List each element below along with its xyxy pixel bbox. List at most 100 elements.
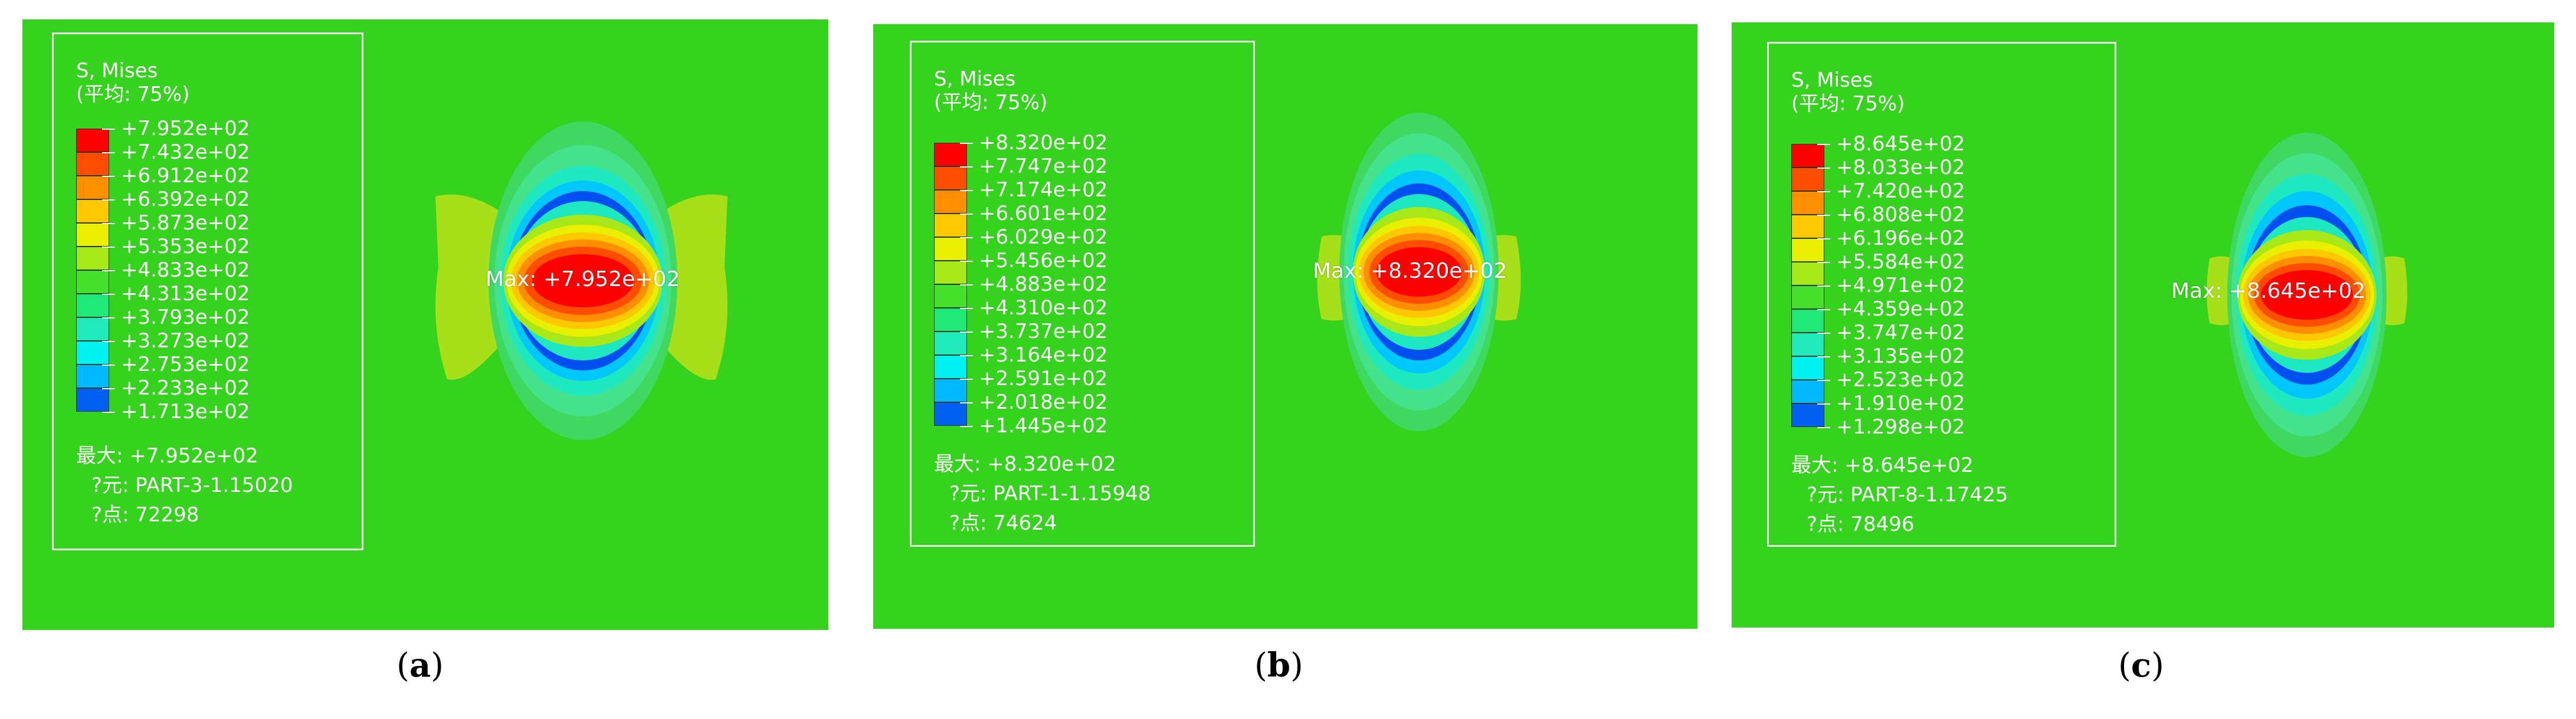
color-swatch: [76, 317, 109, 341]
color-swatch: [76, 365, 109, 388]
color-swatch: [1791, 285, 1824, 309]
legend-box-a: S, Mises (平均: 75%) +7.952e+02 +7.432e+02…: [52, 32, 363, 550]
tick-label: +2.591e+02: [960, 367, 1108, 390]
color-swatch: [934, 355, 967, 379]
stress-field-c: [1732, 22, 2554, 628]
tick-label: +5.584e+02: [1817, 250, 1965, 274]
color-swatch: [76, 270, 109, 294]
color-swatch: [934, 166, 967, 190]
tick-label: +7.420e+02: [1817, 179, 1965, 203]
color-swatch: [934, 237, 967, 261]
tick-label: +4.971e+02: [1817, 274, 1965, 297]
legend-box-c: S, Mises (平均: 75%) +8.645e+02 +8.033e+02…: [1767, 42, 2116, 547]
tick-label: +6.392e+02: [102, 188, 250, 211]
color-swatch: [76, 129, 109, 152]
contour-plot-c: S, Mises (平均: 75%) +8.645e+02 +8.033e+02…: [1732, 22, 2554, 628]
max-marker-label: Max: +8.645e+02: [2171, 279, 2366, 303]
tick-label: +3.747e+02: [1817, 321, 1965, 344]
max-info-block: 最大: +8.645e+02 ?元: PART-8-1.17425 ?点: 78…: [1791, 451, 2008, 539]
node-id: ?点: 78496: [1807, 513, 1915, 536]
tick-label: +6.912e+02: [102, 164, 250, 188]
tick-label: +8.033e+02: [1817, 156, 1965, 179]
color-swatch: [934, 190, 967, 214]
tick-label: +4.359e+02: [1817, 297, 1965, 321]
tick-label: +3.273e+02: [102, 329, 250, 353]
element-id: ?元: PART-8-1.17425: [1807, 483, 2008, 507]
legend-title: S, Mises: [1791, 68, 1873, 92]
tick-label: +7.747e+02: [960, 155, 1108, 178]
tick-labels: +7.952e+02 +7.432e+02 +6.912e+02 +6.392e…: [102, 117, 250, 423]
tick-label: +1.713e+02: [102, 400, 250, 423]
color-swatch: [76, 388, 109, 412]
tick-label: +4.313e+02: [102, 282, 250, 306]
tick-label: +5.873e+02: [102, 211, 250, 235]
color-swatch: [1791, 380, 1824, 403]
color-swatch: [1791, 356, 1824, 380]
color-swatch: [934, 214, 967, 237]
color-scale: [1791, 144, 1824, 427]
color-swatch: [1791, 144, 1824, 168]
tick-labels: +8.320e+02 +7.747e+02 +7.174e+02 +6.601e…: [960, 131, 1108, 438]
color-swatch: [76, 176, 109, 199]
tick-label: +7.174e+02: [960, 178, 1108, 202]
tick-label: +4.883e+02: [960, 273, 1108, 296]
tick-label: +3.135e+02: [1817, 344, 1965, 368]
max-value: 最大: +7.952e+02: [76, 444, 258, 468]
color-scale: [76, 129, 109, 412]
caption-a: (a): [396, 646, 444, 685]
tick-label: +5.456e+02: [960, 249, 1108, 273]
max-info-block: 最大: +7.952e+02 ?元: PART-3-1.15020 ?点: 72…: [76, 441, 293, 530]
tick-label: +8.320e+02: [960, 131, 1108, 155]
color-scale: [934, 143, 967, 426]
color-swatch: [1791, 262, 1824, 285]
tick-label: +1.910e+02: [1817, 392, 1965, 415]
color-swatch: [76, 223, 109, 247]
tick-label: +8.645e+02: [1817, 132, 1965, 156]
tick-label: +7.952e+02: [102, 117, 250, 140]
tick-label: +6.196e+02: [1817, 226, 1965, 250]
max-value: 最大: +8.645e+02: [1791, 454, 1974, 477]
tick-label: +2.233e+02: [102, 376, 250, 400]
legend-title: S, Mises: [934, 67, 1016, 91]
legend-subtitle: (平均: 75%): [934, 91, 1048, 114]
color-swatch: [934, 284, 967, 308]
color-swatch: [76, 247, 109, 270]
max-marker-label: Max: +7.952e+02: [486, 267, 680, 291]
contour-plot-a: S, Mises (平均: 75%) +7.952e+02 +7.432e+02…: [22, 19, 828, 630]
color-swatch: [934, 308, 967, 331]
node-id: ?点: 74624: [949, 511, 1057, 535]
tick-label: +5.353e+02: [102, 235, 250, 258]
stress-field-a: [22, 19, 828, 630]
tick-label: +2.753e+02: [102, 353, 250, 376]
tick-label: +2.018e+02: [960, 390, 1108, 414]
tick-label: +6.601e+02: [960, 202, 1108, 225]
color-swatch: [1791, 403, 1824, 427]
legend-subtitle: (平均: 75%): [1791, 92, 1905, 116]
max-marker-label: Max: +8.320e+02: [1313, 259, 1507, 283]
color-swatch: [1791, 168, 1824, 191]
color-swatch: [934, 331, 967, 355]
color-swatch: [934, 379, 967, 402]
tick-label: +4.833e+02: [102, 258, 250, 282]
tick-label: +3.164e+02: [960, 343, 1108, 367]
tick-label: +3.737e+02: [960, 320, 1108, 343]
color-swatch: [76, 152, 109, 176]
color-swatch: [934, 261, 967, 284]
tick-label: +7.432e+02: [102, 140, 250, 164]
legend-subtitle: (平均: 75%): [76, 83, 190, 106]
tick-label: +1.298e+02: [1817, 415, 1965, 439]
color-swatch: [1791, 309, 1824, 333]
tick-label: +6.808e+02: [1817, 203, 1965, 226]
max-value: 最大: +8.320e+02: [934, 452, 1116, 476]
max-info-block: 最大: +8.320e+02 ?元: PART-1-1.15948 ?点: 74…: [934, 449, 1151, 538]
legend-title: S, Mises: [76, 59, 158, 83]
color-swatch: [1791, 333, 1824, 356]
tick-labels: +8.645e+02 +8.033e+02 +7.420e+02 +6.808e…: [1817, 132, 1965, 439]
caption-b: (b): [1254, 646, 1303, 685]
contour-plot-b: S, Mises (平均: 75%) +8.320e+02 +7.747e+02…: [873, 24, 1697, 629]
tick-label: +3.793e+02: [102, 306, 250, 329]
element-id: ?元: PART-1-1.15948: [949, 482, 1151, 505]
node-id: ?点: 72298: [91, 503, 199, 527]
stress-field-b: [873, 24, 1697, 629]
element-id: ?元: PART-3-1.15020: [91, 474, 293, 497]
